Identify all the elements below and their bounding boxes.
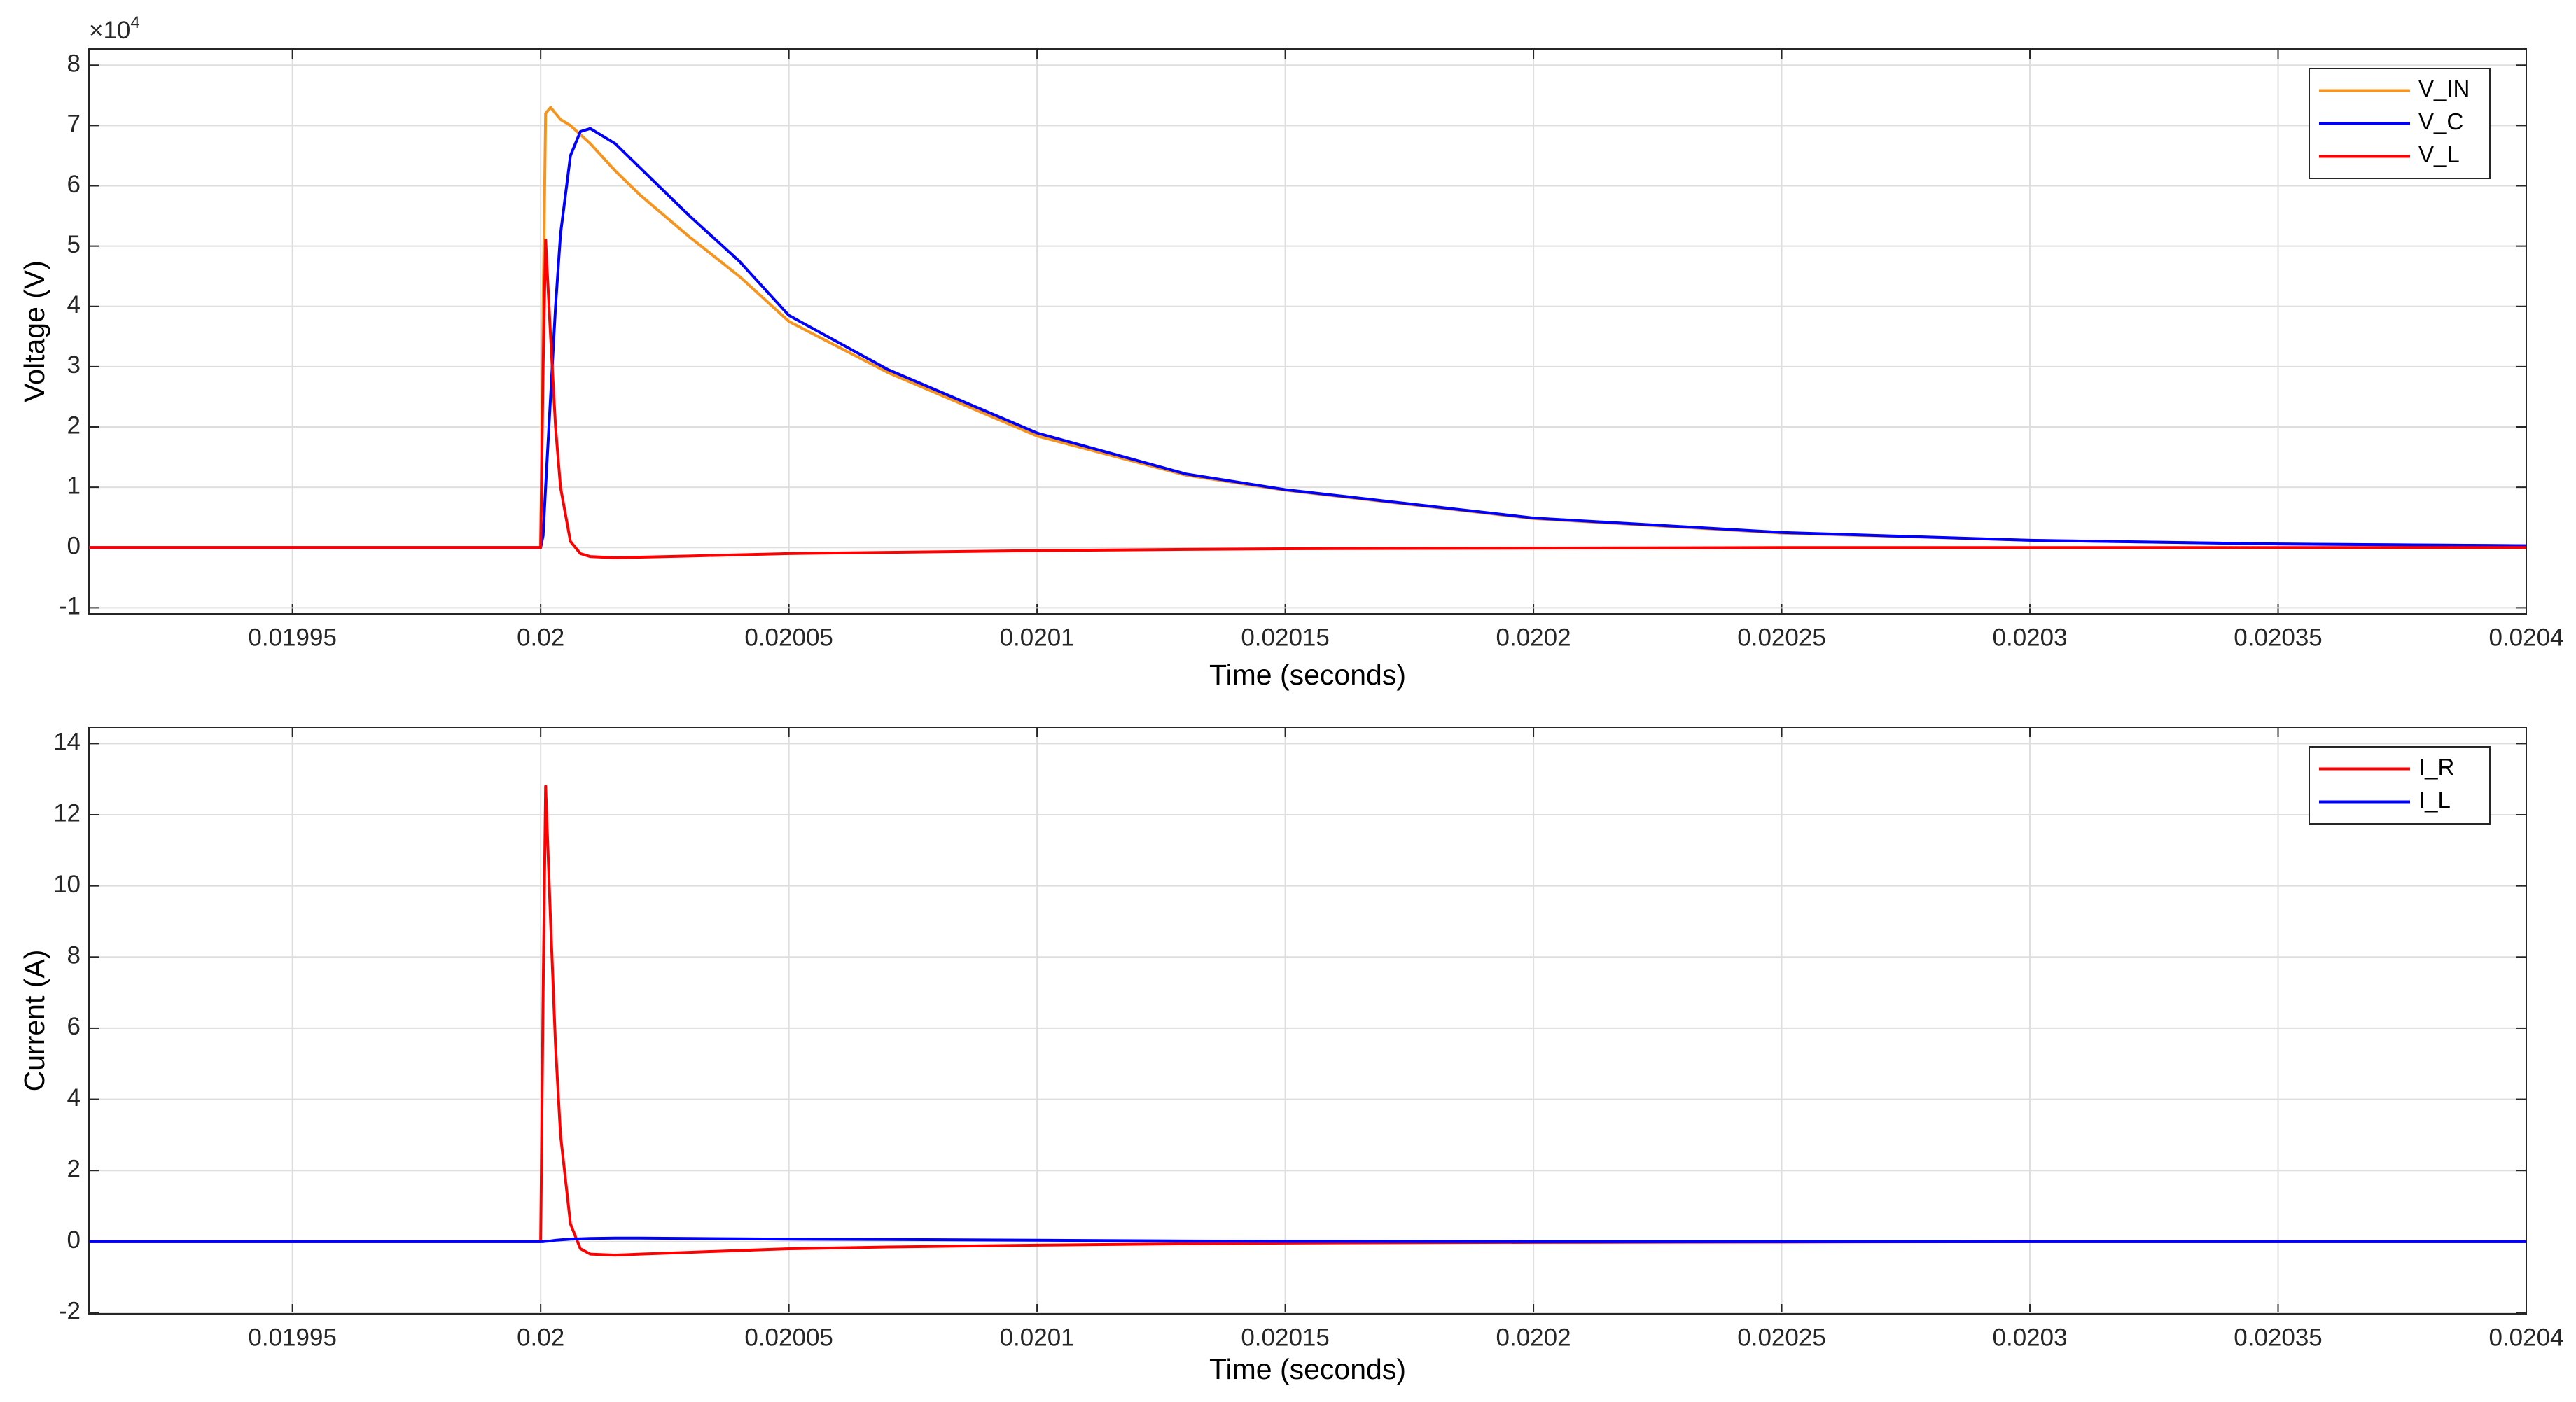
x-tick-label: 0.0204	[2488, 1324, 2563, 1351]
y-tick-label: 5	[67, 231, 81, 258]
y-multiplier: ×104	[89, 13, 140, 44]
y-tick-label: 4	[67, 1084, 81, 1112]
legend-label: V_L	[2418, 141, 2460, 167]
plot-area	[89, 49, 2526, 614]
x-axis-label: Time (seconds)	[1209, 659, 1406, 691]
y-tick-label: 14	[53, 729, 81, 756]
y-tick-label: 8	[67, 50, 81, 78]
x-tick-label: 0.0203	[1993, 624, 2068, 651]
legend-label: V_C	[2418, 108, 2463, 134]
axes-frame	[88, 727, 2527, 1315]
x-tick-label: 0.02	[517, 624, 564, 651]
x-tick-label: 0.02035	[2234, 1324, 2323, 1351]
series-line	[89, 1236, 2526, 1243]
y-axis-label: Current (A)	[18, 950, 50, 1092]
y-tick-label: 1	[67, 472, 81, 499]
x-tick-label: 0.01995	[248, 624, 337, 651]
x-tick-label: 0.02005	[744, 624, 833, 651]
legend-label: I_R	[2418, 754, 2454, 780]
series-line	[89, 239, 2526, 559]
x-tick-label: 0.0204	[2488, 624, 2563, 651]
x-tick-label: 0.0203	[1993, 1324, 2068, 1351]
y-tick-label: 4	[67, 291, 81, 318]
y-tick-label: 0	[67, 533, 81, 560]
y-tick-label: 2	[67, 1155, 81, 1182]
multiplier-exponent: 4	[130, 13, 139, 32]
x-tick-label: 0.02015	[1241, 1324, 1330, 1351]
multiplier-base: ×10	[89, 17, 130, 44]
y-tick-label: 0	[67, 1226, 81, 1254]
y-tick-label: 3	[67, 351, 81, 379]
y-tick-label: 6	[67, 1013, 81, 1040]
y-tick-label: 8	[67, 942, 81, 969]
y-tick-label: 7	[67, 111, 81, 138]
x-tick-label: 0.01995	[248, 1324, 337, 1351]
y-axis-label: Voltage (V)	[18, 260, 50, 402]
y-tick-label: 2	[67, 412, 81, 439]
x-tick-label: 0.02025	[1737, 624, 1826, 651]
plot-area	[89, 727, 2526, 1314]
y-tick-label: -2	[59, 1298, 81, 1325]
y-tick-label: -1	[59, 593, 81, 620]
x-axis-label: Time (seconds)	[1209, 1353, 1406, 1385]
x-tick-label: 0.02025	[1737, 1324, 1826, 1351]
x-tick-label: 0.02	[517, 1324, 564, 1351]
axes-frame	[88, 48, 2527, 615]
legend-box	[2309, 746, 2491, 825]
x-tick-label: 0.02035	[2234, 624, 2323, 651]
x-tick-label: 0.0201	[1000, 1324, 1075, 1351]
legend-label: V_IN	[2418, 76, 2470, 101]
series-line	[89, 127, 2527, 549]
y-tick-label: 12	[53, 799, 81, 827]
x-tick-label: 0.0201	[1000, 624, 1075, 651]
x-tick-label: 0.0202	[1496, 624, 1571, 651]
y-tick-label: 10	[53, 871, 81, 898]
x-tick-label: 0.02005	[744, 1324, 833, 1351]
legend-label: I_L	[2418, 787, 2451, 813]
y-tick-label: 6	[67, 171, 81, 198]
x-tick-label: 0.02015	[1241, 624, 1330, 651]
x-tick-label: 0.0202	[1496, 1324, 1571, 1351]
